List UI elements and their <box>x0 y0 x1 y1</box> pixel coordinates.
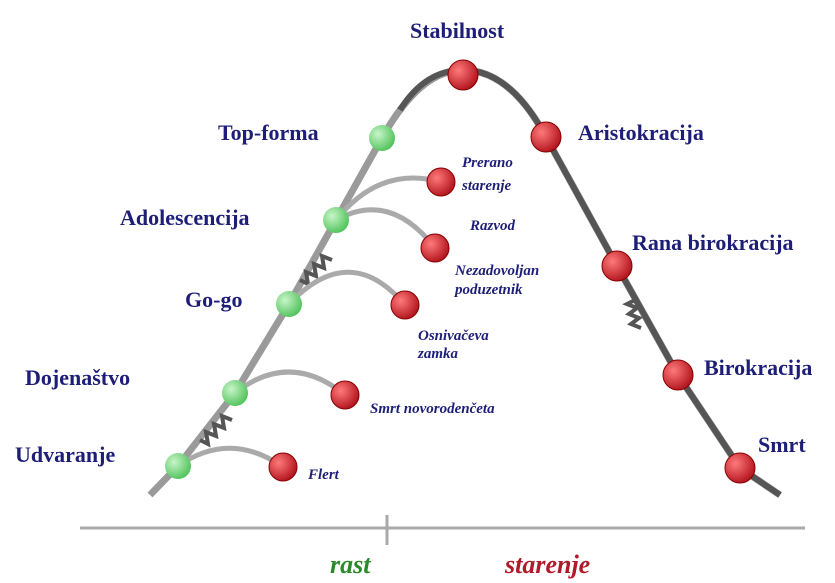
stage-label: Aristokracija <box>578 120 704 145</box>
stage-label: Go-go <box>185 287 242 312</box>
stage-label: Stabilnost <box>410 18 505 43</box>
stage-label: Smrt <box>758 432 806 457</box>
stage-label: Dojenaštvo <box>25 365 130 390</box>
axis-label-left: rast <box>330 550 371 579</box>
failure-label: Razvod <box>469 218 516 234</box>
stage-label: Adolescencija <box>120 205 250 230</box>
failure-label: zamka <box>417 346 459 362</box>
stage-label: Birokracija <box>704 355 812 380</box>
stage-label: Udvaranje <box>15 442 115 467</box>
axis-label-right: starenje <box>504 550 590 579</box>
spring <box>199 412 233 448</box>
failure-label: Prerano <box>462 155 513 171</box>
failure-label: starenje <box>461 178 512 194</box>
spring <box>622 298 644 330</box>
nodes <box>165 59 756 484</box>
failure-label: Osnivačeva <box>418 328 489 344</box>
failure-label: poduzetnik <box>453 282 523 298</box>
failure-label: Flert <box>307 467 340 483</box>
stage-label: Top-forma <box>218 120 319 145</box>
spring <box>299 252 333 288</box>
failure-label: Nezadovoljan <box>454 263 539 279</box>
stage-label: Rana birokracija <box>632 230 794 255</box>
failure-label: Smrt novorodenčeta <box>370 401 495 417</box>
